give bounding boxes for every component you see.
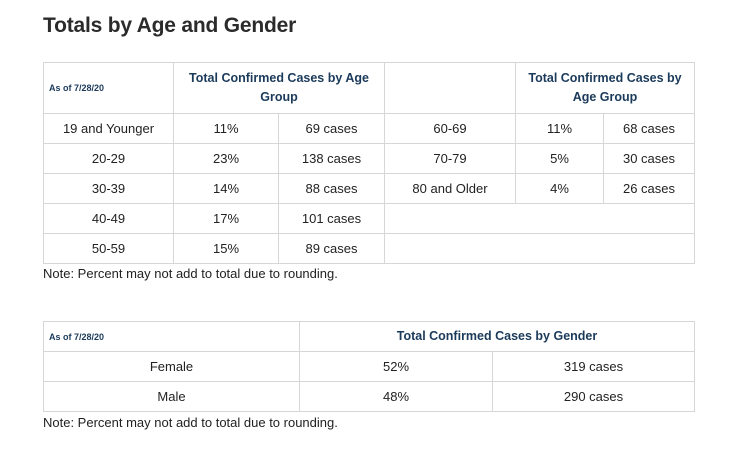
table-row: 30-39 14% 88 cases 80 and Older 4% 26 ca…	[43, 173, 695, 204]
age-cases: 26 cases	[603, 173, 695, 204]
age-cases: 88 cases	[278, 173, 385, 204]
age-group: 19 and Younger	[43, 113, 174, 144]
age-header-left: Total Confirmed Cases by Age Group	[173, 62, 385, 114]
table-row: 40-49 17% 101 cases	[43, 203, 695, 234]
age-percent: 17%	[173, 203, 279, 234]
age-percent: 15%	[173, 233, 279, 264]
table-header-row: As of 7/28/20 Total Confirmed Cases by A…	[43, 62, 695, 114]
age-group: 40-49	[43, 203, 174, 234]
age-group: 80 and Older	[384, 173, 516, 204]
age-cases-table: As of 7/28/20 Total Confirmed Cases by A…	[43, 62, 695, 264]
table-row: Female 52% 319 cases	[43, 351, 695, 382]
age-header-right: Total Confirmed Cases by Age Group	[515, 62, 695, 114]
as-of-date: As of 7/28/20	[43, 62, 174, 114]
gender-percent: 52%	[299, 351, 493, 382]
age-cases: 68 cases	[603, 113, 695, 144]
table-row: 19 and Younger 11% 69 cases 60-69 11% 68…	[43, 113, 695, 144]
gender-cases: 290 cases	[492, 381, 695, 412]
page-title: Totals by Age and Gender	[43, 14, 297, 37]
age-percent: 11%	[173, 113, 279, 144]
empty-cell	[384, 62, 516, 114]
age-group: 30-39	[43, 173, 174, 204]
age-cases: 89 cases	[278, 233, 385, 264]
age-group: 20-29	[43, 143, 174, 174]
gender-percent: 48%	[299, 381, 493, 412]
age-group: 70-79	[384, 143, 516, 174]
age-percent: 14%	[173, 173, 279, 204]
table-row: 50-59 15% 89 cases	[43, 233, 695, 264]
gender-label: Male	[43, 381, 300, 412]
gender-header: Total Confirmed Cases by Gender	[299, 321, 695, 352]
age-cases: 138 cases	[278, 143, 385, 174]
gender-cases-table: As of 7/28/20 Total Confirmed Cases by G…	[43, 321, 695, 412]
gender-rounding-note: Note: Percent may not add to total due t…	[43, 415, 338, 430]
age-cases: 101 cases	[278, 203, 385, 234]
age-rounding-note: Note: Percent may not add to total due t…	[43, 266, 338, 281]
gender-cases: 319 cases	[492, 351, 695, 382]
as-of-date: As of 7/28/20	[43, 321, 300, 352]
age-group: 50-59	[43, 233, 174, 264]
age-cases: 30 cases	[603, 143, 695, 174]
age-percent: 11%	[515, 113, 604, 144]
gender-label: Female	[43, 351, 300, 382]
age-group: 60-69	[384, 113, 516, 144]
age-percent: 23%	[173, 143, 279, 174]
age-cases: 69 cases	[278, 113, 385, 144]
age-percent: 4%	[515, 173, 604, 204]
table-row: Male 48% 290 cases	[43, 381, 695, 412]
age-percent: 5%	[515, 143, 604, 174]
empty-cell	[384, 233, 695, 264]
table-row: 20-29 23% 138 cases 70-79 5% 30 cases	[43, 143, 695, 174]
empty-cell	[384, 203, 695, 234]
table-header-row: As of 7/28/20 Total Confirmed Cases by G…	[43, 321, 695, 352]
